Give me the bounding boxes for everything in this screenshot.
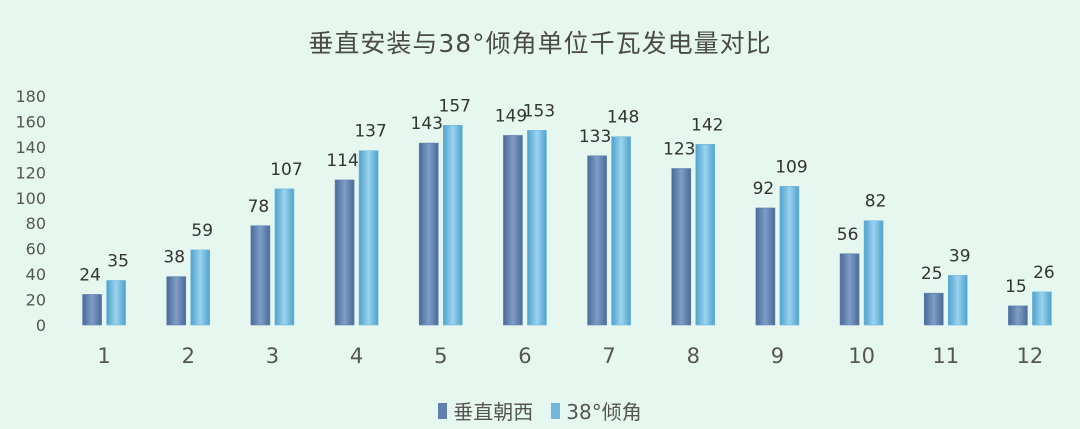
x-tick-label: 9 xyxy=(771,344,784,368)
data-label: 148 xyxy=(607,108,639,128)
data-label: 153 xyxy=(523,101,555,121)
bar-series-1 xyxy=(418,142,439,326)
data-label: 133 xyxy=(579,127,611,147)
bar-series-2 xyxy=(106,280,126,326)
legend-label: 38°倾角 xyxy=(566,400,642,424)
x-tick-label: 7 xyxy=(602,344,615,368)
chart-title: 垂直安装与38°倾角单位千瓦发电量对比 xyxy=(308,29,772,58)
bar-series-2 xyxy=(1032,291,1052,326)
legend-label: 垂直朝西 xyxy=(453,400,534,424)
bar-series-2 xyxy=(695,144,716,326)
data-label: 107 xyxy=(270,160,302,180)
y-tick-label: 100 xyxy=(15,189,46,208)
x-tick-label: 5 xyxy=(434,344,447,368)
bar-series-2 xyxy=(442,124,463,326)
x-tick-label: 11 xyxy=(932,344,959,368)
data-label: 25 xyxy=(921,264,943,284)
y-tick-label: 20 xyxy=(26,291,46,310)
y-tick-label: 120 xyxy=(15,163,46,182)
y-tick-label: 40 xyxy=(26,265,46,284)
data-label: 59 xyxy=(191,221,213,241)
bar-series-1 xyxy=(839,253,860,326)
data-label: 82 xyxy=(865,192,887,212)
data-label: 15 xyxy=(1005,277,1027,297)
data-label: 114 xyxy=(326,151,358,171)
legend-item: 垂直朝西 xyxy=(438,396,533,425)
data-label: 39 xyxy=(949,246,971,266)
bar-series-1 xyxy=(166,276,187,326)
bar-series-1 xyxy=(755,207,776,326)
x-tick-label: 4 xyxy=(350,344,363,368)
data-label: 123 xyxy=(663,140,695,160)
y-tick-label: 80 xyxy=(26,214,46,233)
bar-series-2 xyxy=(779,186,800,326)
bar-series-1 xyxy=(587,155,607,326)
x-tick-label: 12 xyxy=(1017,344,1044,368)
y-tick-label: 140 xyxy=(15,138,46,157)
data-label: 109 xyxy=(775,157,807,177)
data-label: 24 xyxy=(79,265,101,285)
bar-series-1 xyxy=(671,168,692,326)
bar-series-2 xyxy=(863,220,884,326)
bar-series-1 xyxy=(250,225,271,326)
y-tick-label: 160 xyxy=(15,112,46,131)
x-tick-label: 2 xyxy=(182,344,195,368)
y-tick-label: 0 xyxy=(36,316,46,335)
bar-series-1 xyxy=(923,292,944,326)
bar-series-1 xyxy=(503,135,523,326)
x-tick-label: 10 xyxy=(848,344,875,368)
data-label: 56 xyxy=(837,225,859,245)
x-tick-label: 6 xyxy=(518,344,531,368)
legend: 垂直朝西 38°倾角 xyxy=(0,396,1080,425)
data-label: 38 xyxy=(163,248,185,268)
data-label: 143 xyxy=(411,114,443,134)
bar-series-1 xyxy=(334,179,355,326)
legend-swatch xyxy=(438,402,448,419)
bar-series-2 xyxy=(190,249,211,326)
bar-series-2 xyxy=(527,130,547,326)
data-label: 78 xyxy=(248,197,270,217)
y-tick-label: 180 xyxy=(15,87,46,106)
data-label: 149 xyxy=(495,106,527,126)
bar-series-1 xyxy=(82,294,102,326)
legend-swatch xyxy=(551,402,561,419)
data-label: 157 xyxy=(439,96,471,116)
bar-series-2 xyxy=(274,188,295,326)
bar-series-2 xyxy=(611,136,631,326)
x-tick-label: 3 xyxy=(266,344,279,368)
data-label: 35 xyxy=(107,251,129,271)
legend-item: 38°倾角 xyxy=(551,396,642,425)
data-label: 92 xyxy=(753,179,775,199)
data-label: 142 xyxy=(691,115,723,135)
x-tick-label: 1 xyxy=(97,344,110,368)
y-tick-label: 60 xyxy=(26,240,46,259)
bar-series-2 xyxy=(358,150,379,326)
data-label: 137 xyxy=(354,122,386,142)
data-label: 26 xyxy=(1033,263,1055,283)
bar-series-2 xyxy=(947,275,968,326)
x-tick-label: 8 xyxy=(687,344,700,368)
bar-series-1 xyxy=(1008,305,1028,326)
